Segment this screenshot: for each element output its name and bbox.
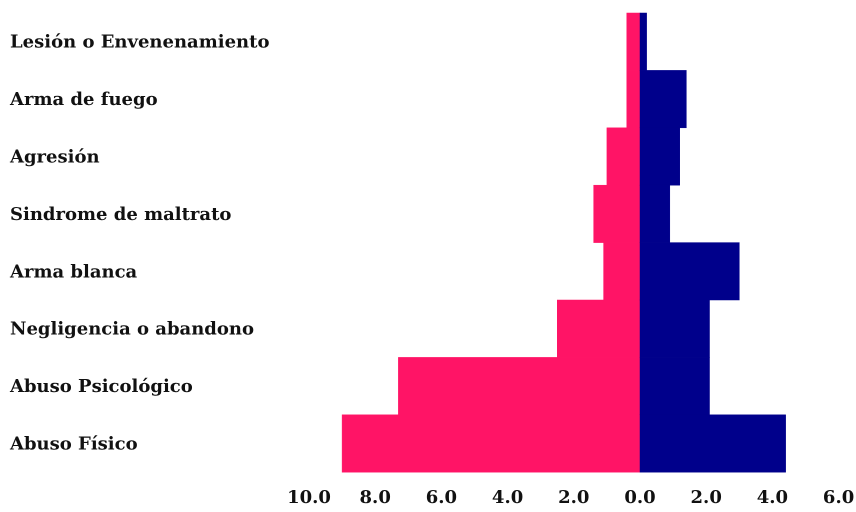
bar-right-agresion	[639, 127, 680, 186]
bar-left-agresion	[606, 127, 641, 186]
x-tick-label: 2.0	[691, 487, 722, 508]
category-label-arma-de-fuego: Arma de fuego	[9, 89, 158, 110]
category-labels: Lesión o Envenenamiento Arma de fuego Agre…	[9, 32, 269, 455]
x-tick-label: 2.0	[558, 487, 589, 508]
left-series-bars	[341, 12, 641, 473]
bar-left-arma-de-fuego	[626, 70, 641, 129]
bar-left-sindrome-de-maltrato	[593, 184, 641, 243]
bar-right-lesion-o-envenenamiento	[639, 12, 647, 71]
x-tick-label: 4.0	[757, 487, 788, 508]
bar-left-arma-blanca	[603, 242, 641, 301]
bar-right-abuso-psicologico	[639, 357, 710, 416]
category-label-agresion: Agresión	[9, 147, 100, 168]
category-label-sindrome-de-maltrato: Sindrome de maltrato	[10, 204, 231, 225]
bar-left-abuso-fisico	[341, 414, 641, 473]
category-label-arma-blanca: Arma blanca	[9, 261, 138, 282]
category-label-lesion-o-envenenamiento: Lesión o Envenenamiento	[10, 32, 269, 53]
bar-right-arma-de-fuego	[639, 70, 687, 129]
x-tick-label: 6.0	[823, 487, 854, 508]
category-label-negligencia-o-abandono: Negligencia o abandono	[10, 319, 254, 340]
category-label-abuso-fisico: Abuso Físico	[9, 434, 138, 455]
x-tick-label: 10.0	[287, 487, 331, 508]
category-label-abuso-psicologico: Abuso Psicológico	[9, 376, 193, 397]
x-tick-label: 8.0	[360, 487, 391, 508]
x-axis-tick-labels: 10.0 8.0 6.0 4.0 2.0 0.0 2.0 4.0 6.0	[287, 487, 854, 508]
x-tick-label: 6.0	[426, 487, 457, 508]
bar-right-arma-blanca	[639, 242, 740, 301]
bar-left-abuso-psicologico	[398, 357, 641, 416]
bar-right-abuso-fisico	[639, 414, 786, 473]
bar-right-sindrome-de-maltrato	[639, 184, 671, 243]
bar-left-negligencia-o-abandono	[557, 299, 641, 358]
x-tick-label: 4.0	[492, 487, 523, 508]
bar-left-lesion-o-envenenamiento	[626, 12, 641, 71]
right-series-bars	[639, 12, 786, 473]
bar-right-negligencia-o-abandono	[639, 299, 710, 358]
x-tick-label: 0.0	[624, 487, 655, 508]
